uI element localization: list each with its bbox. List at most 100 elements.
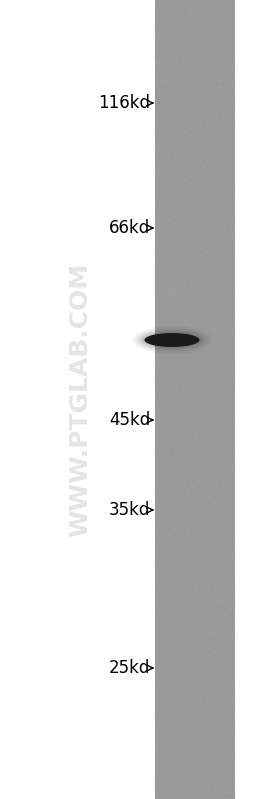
- Point: [204, 725, 208, 738]
- Point: [227, 389, 231, 402]
- Point: [218, 33, 223, 46]
- Point: [205, 741, 209, 753]
- Point: [166, 590, 170, 603]
- Point: [164, 121, 169, 133]
- Point: [205, 682, 210, 694]
- Point: [172, 134, 176, 147]
- Point: [223, 763, 227, 776]
- Point: [226, 240, 230, 253]
- Point: [161, 654, 165, 667]
- Point: [218, 543, 223, 556]
- Point: [169, 345, 173, 358]
- Point: [167, 301, 171, 314]
- Point: [157, 533, 162, 546]
- Point: [175, 435, 179, 448]
- Point: [188, 468, 192, 481]
- Point: [226, 256, 231, 268]
- Point: [207, 782, 211, 795]
- Point: [218, 112, 222, 125]
- Point: [211, 748, 215, 761]
- Point: [185, 77, 189, 89]
- Point: [193, 693, 198, 706]
- Point: [218, 455, 223, 468]
- Point: [187, 678, 191, 690]
- Point: [229, 521, 233, 534]
- Point: [174, 403, 179, 416]
- Point: [219, 419, 223, 431]
- Point: [199, 554, 204, 566]
- Point: [193, 624, 198, 637]
- Point: [153, 1, 158, 14]
- Point: [206, 610, 210, 622]
- Point: [202, 714, 206, 727]
- Point: [200, 136, 205, 149]
- Point: [208, 16, 212, 29]
- Point: [220, 142, 225, 155]
- Point: [169, 712, 174, 725]
- Point: [219, 711, 224, 724]
- Point: [200, 443, 205, 455]
- Point: [166, 56, 170, 69]
- Point: [212, 215, 216, 228]
- Point: [213, 304, 218, 316]
- Point: [220, 284, 224, 297]
- Point: [160, 349, 165, 362]
- Point: [167, 780, 171, 793]
- Point: [224, 260, 229, 273]
- Point: [172, 447, 177, 459]
- Point: [186, 655, 191, 668]
- Point: [198, 352, 202, 365]
- Point: [179, 790, 183, 799]
- Point: [186, 336, 190, 348]
- Point: [173, 548, 178, 561]
- Point: [157, 507, 162, 519]
- Point: [212, 400, 217, 412]
- Point: [220, 383, 225, 396]
- Point: [163, 199, 167, 212]
- Point: [169, 117, 173, 129]
- Point: [159, 129, 164, 142]
- Point: [224, 31, 228, 44]
- Point: [187, 730, 191, 743]
- Point: [208, 382, 213, 395]
- Point: [158, 408, 163, 421]
- Point: [227, 393, 232, 406]
- Point: [157, 316, 161, 328]
- Point: [161, 392, 165, 404]
- Point: [167, 22, 171, 34]
- Point: [183, 621, 187, 634]
- Point: [215, 506, 220, 519]
- Point: [195, 310, 200, 323]
- Point: [176, 105, 181, 117]
- Point: [171, 141, 175, 153]
- Point: [188, 344, 192, 357]
- Point: [213, 229, 218, 242]
- Point: [162, 368, 167, 380]
- Point: [160, 308, 165, 320]
- Point: [195, 54, 199, 66]
- Point: [179, 448, 184, 461]
- Point: [168, 403, 172, 416]
- Point: [201, 572, 206, 585]
- Point: [179, 193, 184, 206]
- Point: [209, 0, 214, 7]
- Point: [172, 433, 177, 446]
- Point: [170, 60, 174, 73]
- Point: [186, 360, 191, 373]
- Point: [206, 596, 211, 609]
- Point: [183, 687, 187, 700]
- Point: [230, 9, 235, 22]
- Point: [197, 646, 201, 658]
- Point: [190, 756, 195, 769]
- Point: [169, 108, 174, 121]
- Point: [209, 212, 214, 225]
- Point: [153, 447, 158, 460]
- Point: [207, 185, 211, 198]
- Point: [212, 625, 217, 638]
- Point: [214, 515, 219, 527]
- Point: [165, 435, 169, 448]
- Point: [193, 505, 198, 518]
- Point: [211, 726, 215, 739]
- Point: [200, 570, 204, 582]
- Point: [164, 276, 169, 289]
